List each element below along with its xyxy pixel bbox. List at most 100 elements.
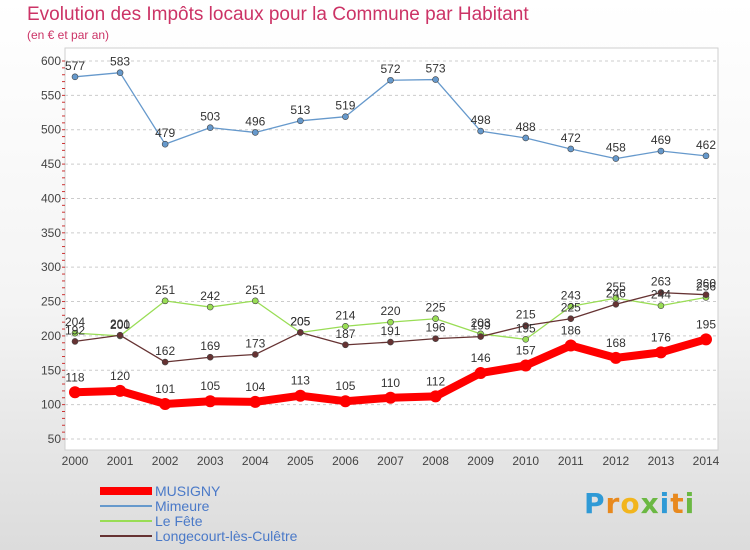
x-tick-label: 2001 [107,454,134,468]
legend-label-le-fete: Le Fête [155,513,203,529]
data-label-le-f-te: 204 [65,315,85,329]
chart-title: Evolution des Impôts locaux pour la Comm… [27,4,529,25]
data-label-musigny: 110 [381,376,400,390]
data-point-le-f-te [657,302,665,309]
data-label-musigny: 195 [696,317,716,331]
data-label-mimeure: 469 [651,133,671,147]
data-label-longecourt-l-s-cul-tre: 215 [516,308,536,322]
legend-label-longecourt: Longecourt-lès-Culêtre [155,528,298,544]
data-point-longecourt-l-s-cul-tre [297,329,304,336]
data-point-musigny [384,391,397,404]
data-label-mimeure: 472 [561,131,581,145]
legend-swatch-musigny [100,487,152,495]
data-point-le-f-te [387,318,394,326]
data-point-longecourt-l-s-cul-tre [477,333,484,340]
data-label-mimeure: 462 [696,138,716,152]
data-label-musigny: 157 [516,343,536,357]
data-label-le-f-te: 251 [155,283,175,297]
legend-swatch-mimeure [100,505,152,507]
data-label-mimeure: 577 [65,59,85,73]
x-tick-label: 2011 [558,454,584,468]
data-label-mimeure: 488 [516,120,536,134]
data-label-musigny: 105 [335,379,355,393]
data-point-mimeure [702,152,710,160]
proxiti-logo: Proxiti [584,487,696,520]
data-point-longecourt-l-s-cul-tre [567,315,575,323]
y-tick-label: 550 [41,88,61,102]
data-point-longecourt-l-s-cul-tre [657,289,665,296]
data-point-le-f-te [206,303,214,311]
data-label-longecourt-l-s-cul-tre: 162 [155,344,175,358]
data-label-le-f-te: 195 [516,321,536,335]
data-point-longecourt-l-s-cul-tre [612,300,620,308]
data-label-mimeure: 498 [471,113,491,127]
data-point-le-f-te [342,322,349,330]
y-tick-label: 400 [41,191,61,205]
data-point-longecourt-l-s-cul-tre [206,353,214,361]
data-point-musigny [294,389,307,402]
data-label-longecourt-l-s-cul-tre: 173 [245,336,265,350]
data-point-musigny [564,339,577,352]
y-tick-label: 350 [41,226,61,240]
data-label-mimeure: 503 [200,110,220,124]
data-label-le-f-te: 255 [606,280,626,294]
data-point-le-f-te [432,315,439,323]
data-label-mimeure: 513 [290,103,310,117]
y-tick-label: 200 [41,329,61,343]
data-label-le-f-te: 242 [200,289,220,303]
data-label-musigny: 104 [245,380,265,394]
data-label-le-f-te: 220 [380,304,400,318]
data-label-musigny: 176 [651,330,671,344]
x-tick-label: 2009 [467,454,494,468]
plot-area [64,47,719,451]
data-label-musigny: 186 [561,324,581,338]
data-label-le-f-te: 203 [471,316,491,330]
x-tick-label: 2007 [377,454,404,468]
x-tick-label: 2002 [152,454,179,468]
legend-swatch-longecourt [100,535,152,537]
data-label-longecourt-l-s-cul-tre: 246 [606,286,626,300]
x-tick-label: 2012 [603,454,630,468]
data-point-longecourt-l-s-cul-tre [342,341,349,349]
data-point-mimeure [161,140,169,148]
legend-label-mimeure: Mimeure [155,498,210,514]
data-label-longecourt-l-s-cul-tre: 196 [426,321,446,335]
data-point-musigny [474,367,487,380]
data-point-musigny [700,333,712,346]
data-point-mimeure [297,117,304,125]
data-point-musigny [654,346,667,359]
data-label-le-f-te: 251 [245,283,265,297]
data-point-mimeure [522,134,530,142]
data-label-le-f-te: 214 [335,308,355,322]
data-label-musigny: 120 [110,369,130,383]
data-label-musigny: 118 [65,370,84,384]
data-point-longecourt-l-s-cul-tre [116,331,124,339]
data-label-musigny: 113 [291,374,310,388]
data-point-longecourt-l-s-cul-tre [251,351,259,358]
y-tick-label: 600 [41,54,61,68]
y-tick-label: 150 [41,363,61,377]
data-point-mimeure [567,145,575,153]
data-label-mimeure: 479 [155,126,175,140]
data-label-longecourt-l-s-cul-tre: 263 [651,275,671,289]
data-label-longecourt-l-s-cul-tre: 192 [65,323,85,337]
data-label-le-f-te: 205 [290,314,310,328]
data-point-mimeure [432,76,439,83]
data-label-longecourt-l-s-cul-tre: 191 [380,324,400,338]
data-point-mimeure [251,129,259,136]
x-tick-label: 2005 [287,454,314,468]
data-label-longecourt-l-s-cul-tre: 201 [110,317,130,331]
data-label-longecourt-l-s-cul-tre: 169 [200,339,220,353]
data-point-longecourt-l-s-cul-tre [702,291,710,298]
data-point-mimeure [206,124,214,131]
data-label-musigny: 105 [200,379,220,393]
data-label-mimeure: 583 [110,55,130,69]
data-label-musigny: 101 [155,382,175,396]
y-tick-label: 100 [41,398,61,412]
data-label-le-f-te: 244 [651,288,671,302]
data-label-mimeure: 458 [606,141,626,155]
x-tick-label: 2013 [648,454,675,468]
data-label-longecourt-l-s-cul-tre: 260 [696,277,716,291]
data-point-le-f-te [251,297,259,305]
data-label-longecourt-l-s-cul-tre: 205 [290,314,310,328]
